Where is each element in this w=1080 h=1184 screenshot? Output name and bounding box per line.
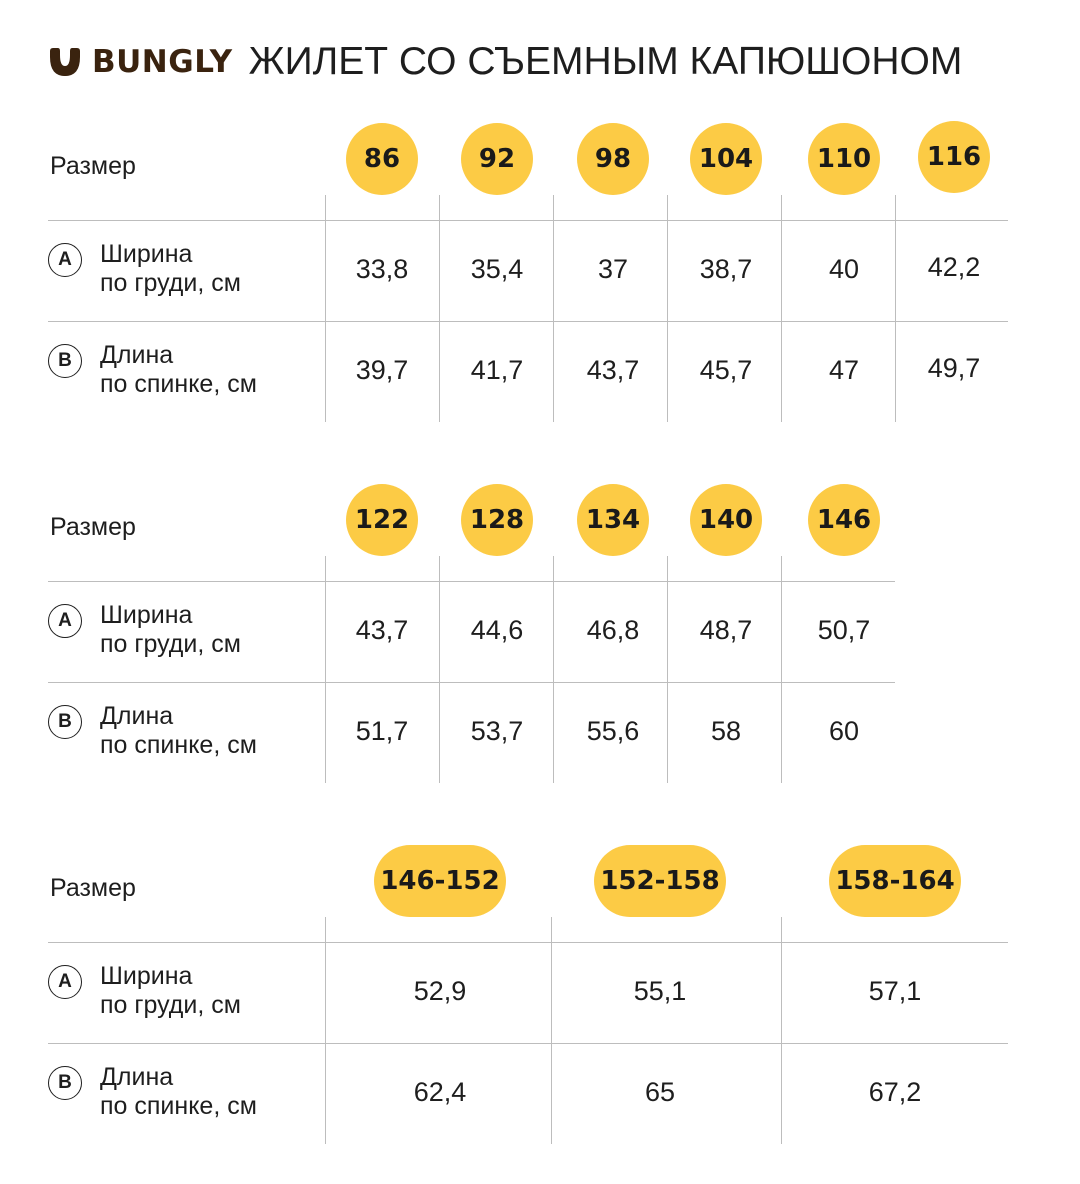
marker-b: B: [48, 1066, 82, 1100]
column-divider: [325, 195, 326, 422]
value-cell: 43,7: [586, 355, 640, 385]
size-badge: 92: [461, 123, 533, 195]
value-cell: 50,7: [817, 615, 871, 645]
label-line: по груди, см: [100, 630, 241, 658]
brand-name: BUNGLY: [92, 44, 233, 80]
size-badge: 134: [577, 484, 649, 556]
value-cell: 44,6: [470, 615, 524, 645]
size-badge: 146: [808, 484, 880, 556]
value-cell: 65: [644, 1077, 676, 1107]
value-cell: 58: [710, 716, 742, 746]
row-divider: [48, 581, 895, 582]
size-badge: 98: [577, 123, 649, 195]
column-divider: [895, 195, 896, 422]
size-badge: 104: [690, 123, 762, 195]
value-cell: 51,7: [355, 716, 409, 746]
value-cell: 55,1: [633, 976, 687, 1006]
size-badge: 122: [346, 484, 418, 556]
value-cell: 57,1: [868, 976, 922, 1006]
column-divider: [667, 195, 668, 422]
size-badge: 116: [918, 121, 990, 193]
header: BUNGLY ЖИЛЕТ СО СЪЕМНЫМ КАПЮШОНОМ: [48, 34, 962, 90]
size-table-3: Размер 146-152 152-158 158-164 A Ширина …: [0, 842, 1080, 1152]
row-divider: [48, 682, 895, 683]
column-divider: [325, 556, 326, 783]
column-divider: [781, 917, 782, 1144]
value-cell: 52,9: [413, 976, 467, 1006]
bungly-logo-icon: [50, 48, 80, 76]
marker-a: A: [48, 965, 82, 999]
size-label: Размер: [50, 513, 136, 541]
value-cell: 42,2: [927, 252, 981, 282]
value-cell: 53,7: [470, 716, 524, 746]
marker-b: B: [48, 344, 82, 378]
label-line: Длина: [100, 1063, 174, 1091]
value-cell: 33,8: [355, 254, 409, 284]
label-line: Ширина: [100, 962, 193, 990]
size-label: Размер: [50, 874, 136, 902]
value-cell: 45,7: [699, 355, 753, 385]
value-cell: 41,7: [470, 355, 524, 385]
label-line: Ширина: [100, 240, 193, 268]
size-table-2: Размер 122 128 134 140 146 A Ширина по г…: [0, 481, 1080, 791]
label-line: по спинке, см: [100, 1092, 257, 1120]
value-cell: 38,7: [699, 254, 753, 284]
marker-a: A: [48, 604, 82, 638]
column-divider: [781, 556, 782, 783]
size-table-1: Размер 86 92 98 104 110 116 A Ширина по …: [0, 120, 1080, 430]
size-badge: 158-164: [829, 845, 961, 917]
column-divider: [439, 195, 440, 422]
label-line: Ширина: [100, 601, 193, 629]
label-line: по спинке, см: [100, 731, 257, 759]
column-divider: [781, 195, 782, 422]
value-cell: 37: [597, 254, 629, 284]
value-cell: 39,7: [355, 355, 409, 385]
label-line: по груди, см: [100, 269, 241, 297]
column-divider: [553, 556, 554, 783]
size-badge: 86: [346, 123, 418, 195]
page-title: ЖИЛЕТ СО СЪЕМНЫМ КАПЮШОНОМ: [248, 40, 963, 83]
row-divider: [48, 220, 1008, 221]
value-cell: 43,7: [355, 615, 409, 645]
label-line: по груди, см: [100, 991, 241, 1019]
label-line: по спинке, см: [100, 370, 257, 398]
column-divider: [439, 556, 440, 783]
marker-a: A: [48, 243, 82, 277]
value-cell: 67,2: [868, 1077, 922, 1107]
size-label: Размер: [50, 152, 136, 180]
column-divider: [667, 556, 668, 783]
value-cell: 48,7: [699, 615, 753, 645]
value-cell: 40: [828, 254, 860, 284]
size-badge: 110: [808, 123, 880, 195]
row-divider: [48, 942, 1008, 943]
size-badge: 146-152: [374, 845, 506, 917]
row-divider: [48, 1043, 1008, 1044]
value-cell: 47: [828, 355, 860, 385]
value-cell: 46,8: [586, 615, 640, 645]
row-divider: [48, 321, 1008, 322]
column-divider: [325, 917, 326, 1144]
value-cell: 35,4: [470, 254, 524, 284]
size-badge: 140: [690, 484, 762, 556]
value-cell: 62,4: [413, 1077, 467, 1107]
column-divider: [553, 195, 554, 422]
value-cell: 55,6: [586, 716, 640, 746]
size-badge: 128: [461, 484, 533, 556]
value-cell: 49,7: [927, 353, 981, 383]
value-cell: 60: [828, 716, 860, 746]
size-badge: 152-158: [594, 845, 726, 917]
label-line: Длина: [100, 702, 174, 730]
label-line: Длина: [100, 341, 174, 369]
column-divider: [551, 917, 552, 1144]
marker-b: B: [48, 705, 82, 739]
